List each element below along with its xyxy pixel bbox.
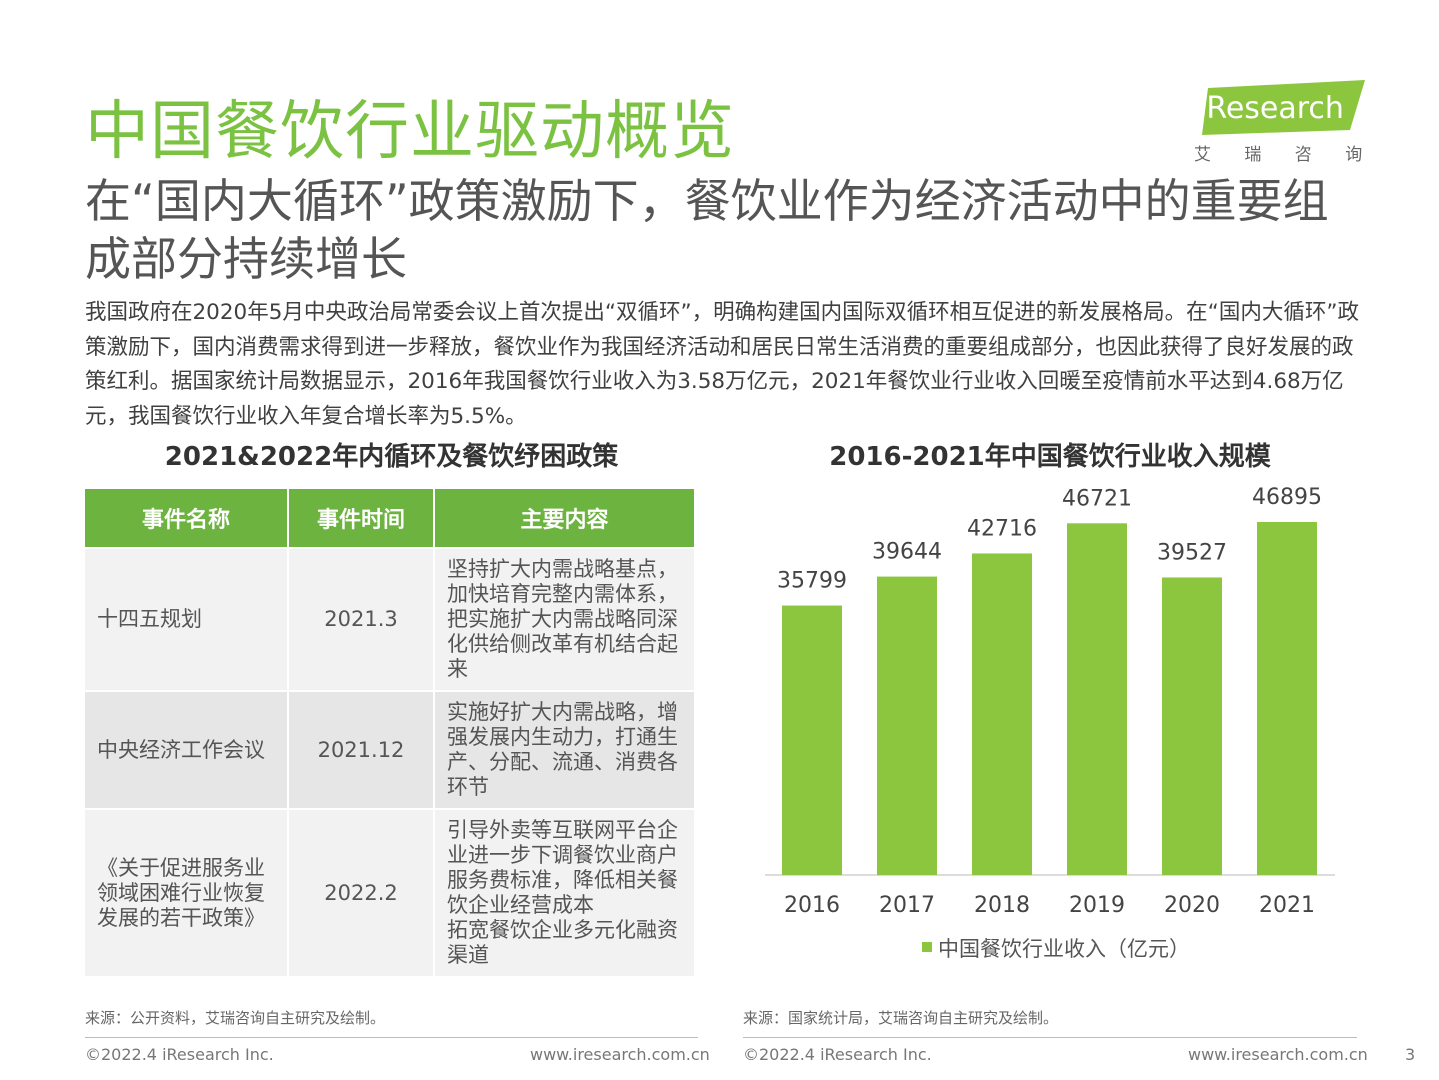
chart: 2016 35799 2017 39644 2018 42716 2019 46721 2020… [765, 485, 1335, 961]
x-tick-label: 2017 [879, 893, 935, 918]
cell: 实施好扩大内需战略，增强发展内生动力，打通生产、分配、流通、消费各环节 [435, 692, 694, 808]
x-tick-label: 2021 [1259, 893, 1315, 918]
header-cell: 事件名称 [85, 489, 287, 547]
row: 十四五规划 2021.3 坚持扩大内需战略基点，加快培育完整内需体系，把实施扩大… [85, 549, 694, 690]
header-row: 事件名称 事件时间 主要内容 [85, 489, 694, 547]
website: www.iresearch.com.cn [530, 1045, 710, 1064]
copyright: ©2022.4 iResearch Inc. [85, 1045, 274, 1064]
legend-label: 中国餐饮行业收入（亿元） [938, 937, 1190, 961]
row: 《关于促进服务业领域困难行业恢复发展的若干政策》 2022.2 引导外卖等互联网… [85, 810, 694, 976]
x-tick-label: 2016 [784, 893, 840, 918]
cell: 中央经济工作会议 [85, 692, 287, 808]
value-label: 39527 [1157, 540, 1227, 565]
x-tick-label: 2019 [1069, 893, 1125, 918]
copyright: ©2022.4 iResearch Inc. [743, 1045, 932, 1064]
value-label: 46721 [1062, 486, 1132, 511]
source: 来源：国家统计局，艾瑞咨询自主研究及绘制。 [743, 1009, 1059, 1027]
bar [782, 605, 842, 875]
paragraph: 引导外卖等互联网平台企业进一步下调餐饮业商户服务费标准，降低相关餐饮企业经营成本 [447, 818, 678, 917]
website: www.iresearch.com.cn [1188, 1045, 1368, 1064]
cell: 2022.2 [289, 810, 433, 976]
value-label: 35799 [777, 569, 847, 594]
bar [1162, 577, 1222, 875]
logo-text: iResearch [1198, 91, 1344, 126]
bar [877, 576, 937, 875]
row: 中央经济工作会议 2021.12 实施好扩大内需战略，增强发展内生动力，打通生产… [85, 692, 694, 808]
policy-table: 事件名称 事件时间 主要内容 十四五规划 2021.3 坚持扩大内需战略基点，加… [83, 487, 696, 978]
cell: 2021.3 [289, 549, 433, 690]
table-title: 2021&2022年内循环及餐饮纾困政策 [164, 442, 619, 472]
bar [1067, 523, 1127, 875]
x-tick-label: 2018 [974, 893, 1030, 918]
value-label: 42716 [967, 516, 1037, 541]
value-label: 46895 [1252, 485, 1322, 510]
value-label: 39644 [872, 540, 942, 565]
paragraph: 坚持扩大内需战略基点，加快培育完整内需体系，把实施扩大内需战略同深化供给侧改革有… [447, 557, 678, 681]
header-cell: 主要内容 [435, 489, 694, 547]
cell: 坚持扩大内需战略基点，加快培育完整内需体系，把实施扩大内需战略同深化供给侧改革有… [435, 549, 694, 690]
divider [743, 1037, 1357, 1038]
paragraph: 拓宽餐饮企业多元化融资渠道 [447, 918, 678, 967]
subtitle: 在“国内大循环”政策激励下，餐饮业作为经济活动中的重要组成部分持续增长 [85, 174, 1329, 286]
divider [85, 1037, 698, 1038]
bar [1257, 522, 1317, 875]
cell: 十四五规划 [85, 549, 287, 690]
page-number: 3 [1405, 1045, 1416, 1064]
paragraph: 实施好扩大内需战略，增强发展内生动力，打通生产、分配、流通、消费各环节 [447, 700, 678, 799]
legend-swatch [922, 942, 932, 952]
bar [972, 553, 1032, 875]
chart-title: 2016-2021年中国餐饮行业收入规模 [829, 442, 1271, 472]
cell: 《关于促进服务业领域困难行业恢复发展的若干政策》 [85, 810, 287, 976]
cell: 2021.12 [289, 692, 433, 808]
source: 来源：公开资料，艾瑞咨询自主研究及绘制。 [85, 1009, 386, 1027]
header-cell: 事件时间 [289, 489, 433, 547]
page-title: 中国餐饮行业驱动概览 [85, 95, 735, 169]
cell: 引导外卖等互联网平台企业进一步下调餐饮业商户服务费标准，降低相关餐饮企业经营成本… [435, 810, 694, 976]
logo: iResearch [1198, 80, 1365, 135]
intro-text: 我国政府在2020年5月中央政治局常委会议上首次提出“双循环”，明确构建国内国际… [85, 300, 1359, 429]
logo-subtitle: 艾 瑞 咨 询 [1194, 145, 1377, 165]
x-tick-label: 2020 [1164, 893, 1220, 918]
logo-bg [1202, 80, 1365, 135]
